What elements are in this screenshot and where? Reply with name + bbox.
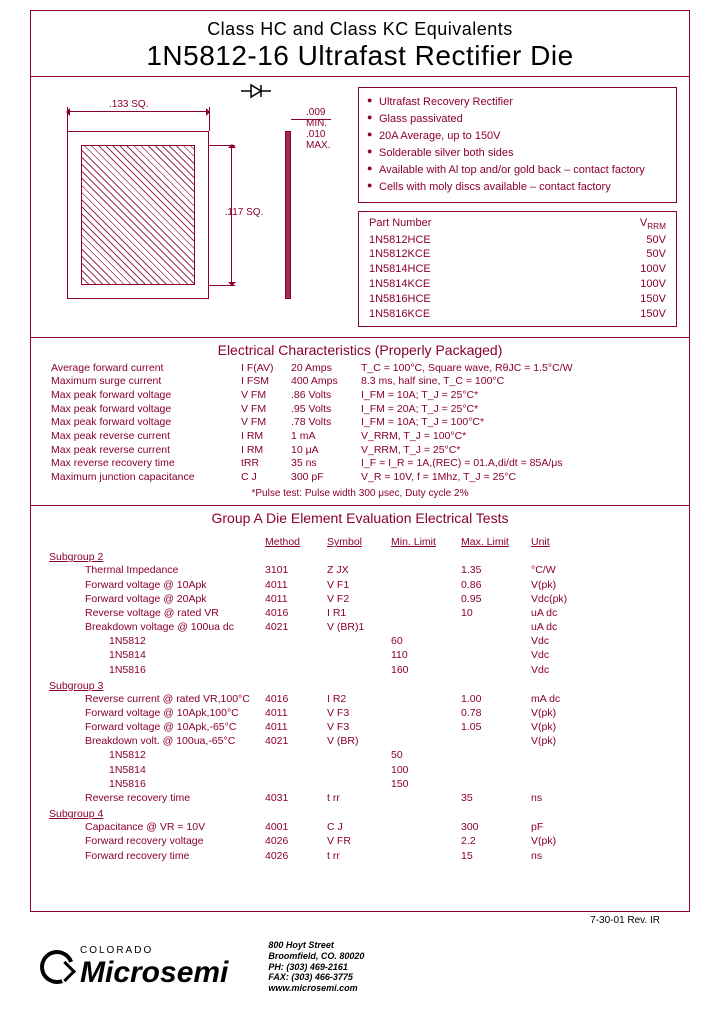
ga-row: Forward voltage @ 20Apk4011V F20.95Vdc(p… (49, 592, 671, 606)
ga-row: Breakdown volt. @ 100ua,-65°C4021V (BR)V… (49, 734, 671, 748)
elec-row: Maximum junction capacitanceC J300 pFV_R… (51, 471, 669, 485)
feature-item: Cells with moly discs available – contac… (367, 179, 668, 196)
company-address: 800 Hoyt Street Broomfield, CO. 80020 PH… (268, 940, 364, 994)
elec-row: Max peak reverse currentI RM1 mAV_RRM, T… (51, 430, 669, 444)
die-diagram: .133 SQ. .117 SQ. .009 MIN. .010 MAX. (31, 77, 346, 337)
elec-title: Electrical Characteristics (Properly Pac… (51, 338, 669, 362)
features-list: Ultrafast Recovery RectifierGlass passiv… (367, 94, 668, 196)
part-row: 1N5816HCE150V (369, 292, 666, 307)
part-number-table: Part Number VRRM 1N5812HCE50V1N5812KCE50… (358, 211, 677, 326)
die-side-view (285, 131, 291, 299)
company-logo-text: COLORADO Microsemi (80, 945, 228, 990)
dim-width-label: .133 SQ. (109, 99, 148, 110)
part-row: 1N5812KCE50V (369, 247, 666, 262)
feature-item: Available with Al top and/or gold back –… (367, 162, 668, 179)
ga-row: 1N5814110Vdc (49, 648, 671, 662)
ga-row: 1N581250 (49, 748, 671, 762)
part-row: 1N5814KCE100V (369, 277, 666, 292)
ga-row: 1N5814100 (49, 763, 671, 777)
header: Class HC and Class KC Equivalents 1N5812… (31, 11, 689, 77)
dim-inner-label: .117 SQ. (219, 207, 269, 218)
pt-head-v: VRRM (640, 216, 666, 232)
ga-row: Forward recovery voltage4026V FR2.2V(pk) (49, 834, 671, 848)
group-a-title: Group A Die Element Evaluation Electrica… (49, 506, 671, 530)
elec-row: Max peak forward voltageV FM.78 VoltsI_F… (51, 416, 669, 430)
part-row: 1N5816KCE150V (369, 307, 666, 322)
dim-thickness-label: .009 MIN. .010 MAX. (306, 107, 346, 151)
microsemi-logo-icon (34, 944, 79, 989)
footer: COLORADO Microsemi 800 Hoyt Street Broom… (40, 940, 364, 994)
electrical-characteristics: Electrical Characteristics (Properly Pac… (31, 338, 689, 507)
ga-row: Reverse voltage @ rated VR4016I R110uA d… (49, 606, 671, 620)
header-title: 1N5812-16 Ultrafast Rectifier Die (31, 40, 689, 72)
feature-item: Ultrafast Recovery Rectifier (367, 94, 668, 111)
diode-symbol-icon (241, 83, 271, 99)
ga-row: 1N5816150 (49, 777, 671, 791)
header-class-line: Class HC and Class KC Equivalents (31, 19, 689, 40)
revision-note: 7-30-01 Rev. IR (590, 915, 660, 926)
die-active-area (81, 145, 195, 285)
elec-row: Average forward currentI F(AV)20 AmpsT_C… (51, 362, 669, 376)
pulse-test-note: *Pulse test: Pulse width 300 μsec, Duty … (51, 488, 669, 499)
ga-row: Forward voltage @ 10Apk,-65°C4011V F31.0… (49, 720, 671, 734)
features-box: Ultrafast Recovery RectifierGlass passiv… (358, 87, 677, 203)
elec-row: Max reverse recovery timetRR35 nsI_F = I… (51, 457, 669, 471)
feature-item: Glass passivated (367, 111, 668, 128)
ga-row: Thermal Impedance3101Z JX1.35°C/W (49, 563, 671, 577)
top-section: .133 SQ. .117 SQ. .009 MIN. .010 MAX. Ul… (31, 77, 689, 338)
group-a-tests: Group A Die Element Evaluation Electrica… (31, 506, 689, 868)
right-info-area: Ultrafast Recovery RectifierGlass passiv… (346, 77, 689, 337)
part-row: 1N5814HCE100V (369, 262, 666, 277)
ga-header-row: Method Symbol Min. Limit Max. Limit Unit (49, 536, 671, 548)
page-border: Class HC and Class KC Equivalents 1N5812… (30, 10, 690, 912)
subgroup-2-label: Subgroup 2 (49, 551, 671, 563)
elec-row: Maximum surge currentI FSM400 Amps8.3 ms… (51, 375, 669, 389)
ga-row: Forward recovery time4026t rr15ns (49, 849, 671, 863)
subgroup-4-label: Subgroup 4 (49, 808, 671, 820)
ga-row: Forward voltage @ 10Apk,100°C4011V F30.7… (49, 706, 671, 720)
ga-row: Breakdown voltage @ 100ua dc4021V (BR)1u… (49, 620, 671, 634)
subgroup-3-label: Subgroup 3 (49, 680, 671, 692)
ga-row: Reverse current @ rated VR,100°C4016I R2… (49, 692, 671, 706)
elec-row: Max peak reverse currentI RM10 μAV_RRM, … (51, 444, 669, 458)
ga-row: 1N581260Vdc (49, 634, 671, 648)
ga-row: 1N5816160Vdc (49, 663, 671, 677)
feature-item: 20A Average, up to 150V (367, 128, 668, 145)
pt-head-pn: Part Number (369, 216, 431, 232)
elec-row: Max peak forward voltageV FM.86 VoltsI_F… (51, 389, 669, 403)
ga-row: Capacitance @ VR = 10V4001C J300pF (49, 820, 671, 834)
feature-item: Solderable silver both sides (367, 145, 668, 162)
elec-row: Max peak forward voltageV FM.95 VoltsI_F… (51, 403, 669, 417)
ga-row: Forward voltage @ 10Apk4011V F10.86V(pk) (49, 578, 671, 592)
ga-row: Reverse recovery time4031t rr35ns (49, 791, 671, 805)
part-row: 1N5812HCE50V (369, 233, 666, 248)
